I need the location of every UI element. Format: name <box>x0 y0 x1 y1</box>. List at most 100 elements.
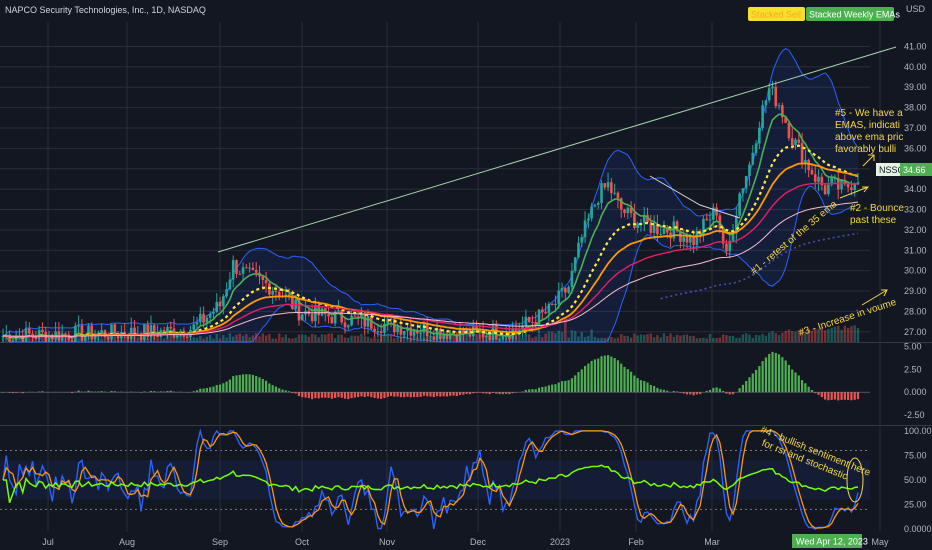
volume-bar <box>613 338 616 342</box>
momentum-bar <box>498 392 501 395</box>
volume-bar <box>843 325 847 342</box>
momentum-bar <box>11 392 14 394</box>
momentum-bar <box>202 388 205 393</box>
volume-bar <box>702 337 705 342</box>
momentum-bar <box>380 392 383 399</box>
momentum-bar <box>623 366 626 393</box>
candle-body <box>116 334 120 338</box>
annotation-2: #2 - Bounce past these <box>850 203 904 226</box>
candle-body <box>748 164 751 176</box>
candle-body <box>705 218 709 220</box>
volume-bar <box>301 334 304 342</box>
candle-body <box>560 288 564 291</box>
candle-body <box>771 86 774 89</box>
candle-body <box>113 324 117 335</box>
grid <box>0 22 932 532</box>
candle-body <box>471 325 475 337</box>
momentum-bar <box>475 392 478 393</box>
volume-bar <box>597 338 600 342</box>
momentum-bar <box>699 392 702 395</box>
time-tick-label: Sep <box>212 537 228 547</box>
candle-body <box>330 316 334 324</box>
volume-bar <box>771 331 774 342</box>
candle-body <box>583 220 587 238</box>
volume-bar <box>304 334 307 342</box>
volume-bar <box>675 334 679 342</box>
momentum-bar <box>791 369 794 393</box>
candle-body <box>11 340 15 342</box>
candle-body <box>333 311 337 324</box>
price-tick-label: 27.00 <box>904 327 927 337</box>
legend-pill-stacked-weekly[interactable]: Stacked Weekly EMAs <box>806 7 900 21</box>
price-tick-label: 36.00 <box>904 143 927 153</box>
candle-body <box>688 235 692 243</box>
momentum-bar <box>274 386 278 393</box>
arrow-2-head <box>862 186 870 193</box>
momentum-bar <box>718 388 721 393</box>
momentum-bar <box>169 390 172 393</box>
volume-bar <box>521 338 524 342</box>
legend-pill-stacked-sell[interactable]: Stacked Sell <box>748 7 805 21</box>
price-tick-label: 29.00 <box>904 286 927 296</box>
candle-body <box>340 310 344 323</box>
candle-body <box>87 325 90 335</box>
time-axis[interactable]: Jul Aug Sep Oct Nov Dec 2023 Feb Mar May <box>42 537 889 547</box>
momentum-bar <box>544 386 547 393</box>
momentum-bar <box>403 392 406 398</box>
volume-bar <box>810 330 814 342</box>
volume-bar <box>353 335 357 342</box>
momentum-bar <box>771 351 774 393</box>
volume-bar <box>156 335 159 342</box>
momentum-bar <box>465 392 468 394</box>
volume-bar <box>633 333 636 342</box>
momentum-bar <box>603 355 606 393</box>
momentum-bar <box>824 392 827 400</box>
momentum-bar <box>172 391 176 393</box>
volume-bar <box>715 338 718 342</box>
legend-pill-stacked-weekly-label: Stacked Weekly EMAs <box>809 10 900 20</box>
momentum-bar <box>797 375 800 393</box>
candle-body <box>162 330 166 334</box>
trendline[interactable] <box>217 46 897 253</box>
candle-body <box>34 336 38 340</box>
momentum-bar <box>222 383 225 393</box>
momentum-bar <box>343 392 347 399</box>
volume-bar <box>363 336 366 342</box>
volume-bar <box>689 336 692 342</box>
momentum-bar <box>21 392 24 394</box>
momentum-tick-label: 0.000 <box>904 387 927 397</box>
price-tick-label: 41.00 <box>904 41 927 51</box>
momentum-bar <box>705 390 708 393</box>
candle-body <box>64 333 67 335</box>
candle-body <box>767 88 771 101</box>
momentum-bar <box>215 385 218 393</box>
momentum-bar <box>442 392 445 397</box>
momentum-bar <box>692 392 695 396</box>
momentum-bar <box>827 392 830 401</box>
volume-bar <box>182 337 186 342</box>
momentum-bar <box>468 392 472 395</box>
volume-bar <box>708 333 712 342</box>
volume-bar <box>406 338 409 342</box>
volume-bar <box>583 337 587 342</box>
candle-body <box>807 159 810 171</box>
momentum-bar <box>482 392 485 394</box>
candle-body <box>550 303 554 305</box>
volume-bar <box>320 334 324 342</box>
candle-body <box>274 290 278 292</box>
momentum-bar <box>580 369 583 393</box>
volume-bar <box>383 334 386 342</box>
momentum-bar <box>485 392 488 394</box>
volume-bar <box>784 330 787 342</box>
volume-bar <box>281 337 284 342</box>
volume-bar <box>837 325 840 342</box>
momentum-bar <box>113 391 116 393</box>
momentum-bar <box>800 380 804 393</box>
momentum-bar <box>856 392 860 400</box>
candle-body <box>346 325 350 328</box>
momentum-bar <box>728 392 731 395</box>
candle-body <box>225 289 228 297</box>
momentum-bar <box>248 374 251 393</box>
volume-bar <box>662 333 666 342</box>
